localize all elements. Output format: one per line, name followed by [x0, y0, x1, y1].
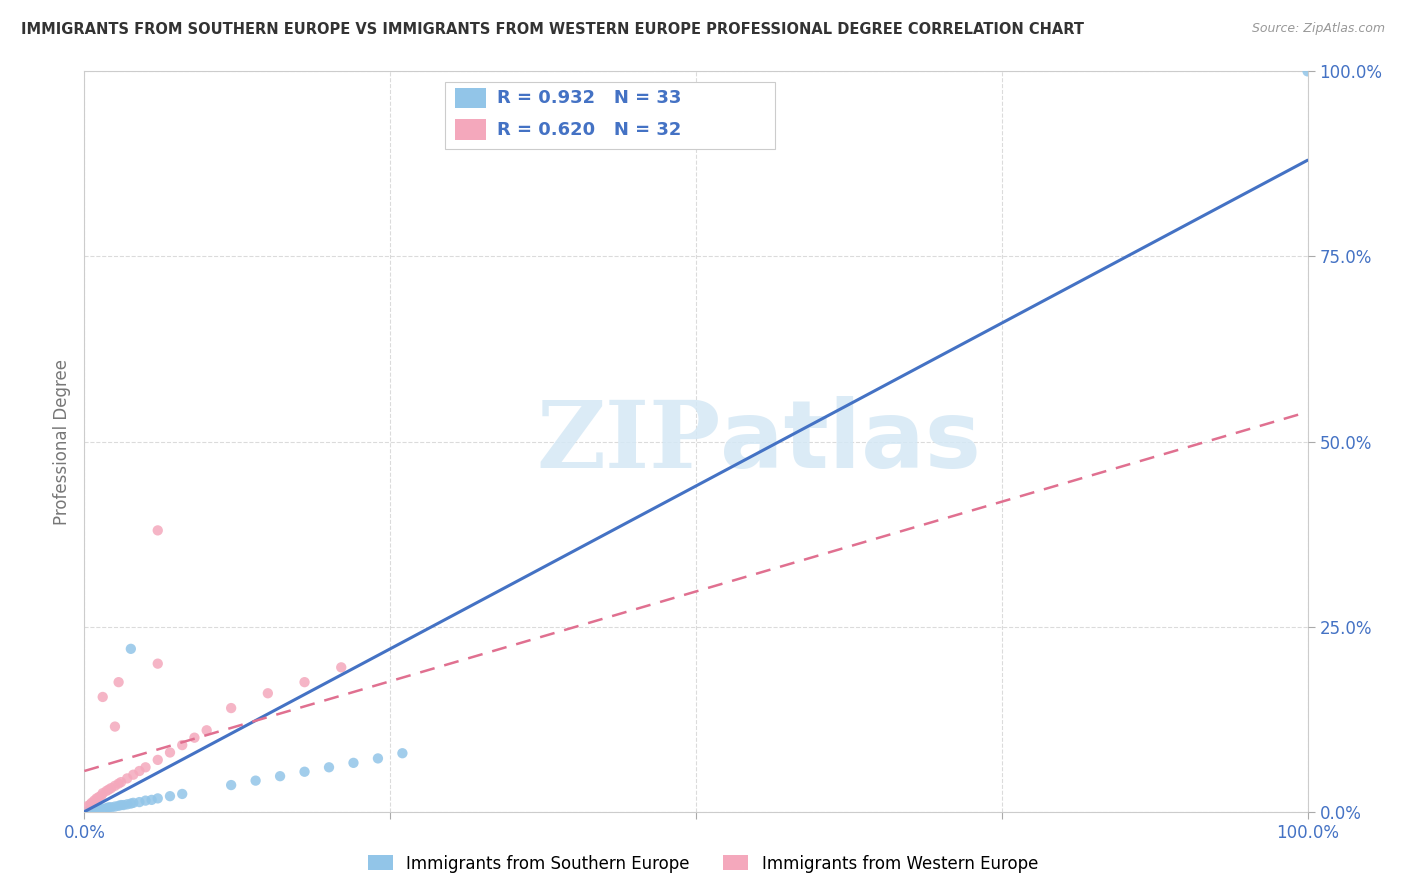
Point	[77, 798, 100, 813]
Point	[80, 796, 103, 810]
Point	[107, 798, 129, 813]
Point	[83, 794, 105, 808]
Point	[97, 782, 120, 797]
Point	[120, 641, 142, 656]
Point	[257, 686, 280, 700]
Point	[107, 675, 129, 690]
Point	[86, 791, 108, 805]
Point	[330, 660, 353, 674]
Point	[245, 773, 267, 788]
Text: IMMIGRANTS FROM SOUTHERN EUROPE VS IMMIGRANTS FROM WESTERN EUROPE PROFESSIONAL D: IMMIGRANTS FROM SOUTHERN EUROPE VS IMMIG…	[21, 22, 1084, 37]
Point	[112, 798, 135, 813]
Point	[96, 784, 118, 798]
Point	[159, 746, 181, 760]
Point	[294, 675, 316, 690]
Text: ZIP: ZIP	[536, 397, 720, 486]
Point	[87, 789, 110, 804]
Point	[104, 779, 127, 793]
Point	[96, 801, 118, 815]
Text: R = 0.620   N = 32: R = 0.620 N = 32	[496, 120, 681, 139]
FancyBboxPatch shape	[456, 87, 485, 108]
Point	[80, 804, 103, 818]
Point	[172, 787, 194, 801]
Point	[318, 760, 340, 774]
Point	[122, 796, 145, 810]
Point	[135, 760, 157, 774]
Point	[269, 769, 291, 783]
Point	[100, 800, 122, 814]
Point	[100, 780, 122, 795]
Point	[391, 746, 413, 760]
Point	[91, 802, 114, 816]
Point	[183, 731, 205, 745]
Point	[110, 798, 132, 813]
Point	[367, 751, 389, 765]
Point	[342, 756, 364, 770]
Point	[294, 764, 316, 779]
Point	[110, 775, 132, 789]
Y-axis label: Professional Degree: Professional Degree	[53, 359, 72, 524]
Text: atlas: atlas	[720, 395, 981, 488]
Point	[97, 800, 120, 814]
Point	[77, 804, 100, 818]
Point	[115, 797, 138, 812]
Point	[135, 794, 157, 808]
Text: R = 0.932   N = 33: R = 0.932 N = 33	[496, 89, 681, 107]
Point	[219, 778, 242, 792]
Text: Source: ZipAtlas.com: Source: ZipAtlas.com	[1251, 22, 1385, 36]
Point	[146, 524, 169, 538]
Point	[146, 791, 169, 805]
Point	[128, 795, 150, 809]
Point	[91, 786, 114, 800]
Point	[86, 803, 108, 817]
Point	[104, 799, 127, 814]
Point	[83, 803, 105, 817]
Point	[87, 802, 110, 816]
Point	[141, 793, 163, 807]
Point	[104, 720, 127, 734]
Point	[219, 701, 242, 715]
Legend: Immigrants from Southern Europe, Immigrants from Western Europe: Immigrants from Southern Europe, Immigra…	[361, 848, 1045, 880]
Point	[146, 657, 169, 671]
Point	[159, 789, 181, 804]
Point	[128, 764, 150, 778]
Point	[79, 797, 101, 812]
Point	[107, 776, 129, 790]
Point	[115, 772, 138, 786]
Point	[79, 803, 101, 817]
Point	[122, 767, 145, 781]
FancyBboxPatch shape	[456, 120, 485, 140]
Point	[195, 723, 218, 738]
Point	[146, 753, 169, 767]
Point	[90, 789, 112, 803]
Point	[1296, 64, 1319, 78]
Point	[91, 690, 114, 704]
FancyBboxPatch shape	[446, 82, 776, 149]
Point	[172, 738, 194, 752]
Point	[120, 797, 142, 811]
